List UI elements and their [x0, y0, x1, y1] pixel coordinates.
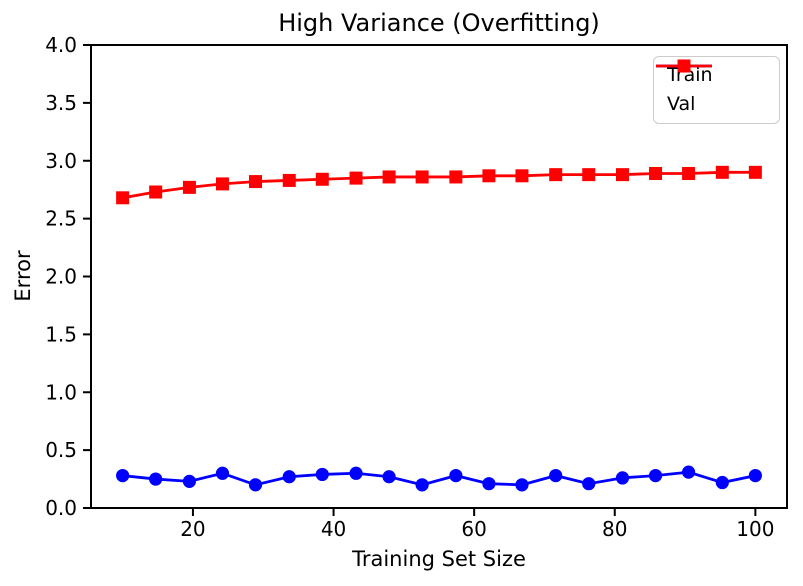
train-marker	[549, 468, 563, 483]
val-marker	[116, 191, 130, 205]
val-marker	[182, 180, 196, 194]
train-marker	[482, 477, 496, 491]
train-marker	[748, 468, 762, 483]
train-marker	[182, 474, 197, 488]
y-tick-label: 3.0	[45, 149, 77, 173]
x-tick-label: 40	[321, 517, 346, 541]
train-marker	[715, 475, 729, 490]
val-marker	[515, 169, 529, 183]
y-tick-label: 3.5	[45, 91, 77, 115]
y-tick-label: 0.0	[45, 496, 77, 520]
x-tick-label: 100	[736, 517, 774, 541]
x-tick-label: 80	[602, 517, 627, 541]
train-marker	[215, 466, 230, 480]
y-tick-label: 1.0	[45, 380, 77, 404]
train-marker	[149, 472, 163, 486]
x-tick-label: 20	[180, 517, 205, 541]
val-marker	[215, 177, 229, 191]
train-marker	[515, 478, 529, 492]
val-marker	[615, 168, 629, 182]
val-marker	[382, 170, 396, 184]
legend-item-val: Val	[656, 59, 773, 119]
val-marker	[349, 171, 363, 185]
y-tick-label: 2.5	[45, 207, 77, 231]
train-marker	[315, 467, 329, 482]
val-marker	[415, 170, 429, 184]
val-marker	[282, 173, 296, 187]
train-marker	[449, 468, 463, 483]
train-marker	[349, 466, 363, 480]
train-marker	[282, 470, 296, 484]
val-marker	[748, 165, 762, 179]
val-marker	[149, 185, 163, 199]
val-marker	[715, 165, 729, 179]
legend-label-val: Val	[667, 93, 696, 115]
y-axis-label: Error	[11, 250, 35, 302]
y-tick-label: 4.0	[45, 33, 77, 57]
train-marker	[415, 478, 429, 492]
val-marker	[549, 168, 563, 182]
y-tick-label: 1.5	[45, 322, 77, 346]
y-tick-label: 0.5	[45, 438, 77, 462]
val-marker	[649, 166, 663, 180]
train-marker	[116, 468, 130, 483]
val-square-marker-icon	[677, 59, 691, 73]
legend: Train Val	[653, 56, 780, 124]
train-marker	[382, 470, 396, 484]
val-marker	[682, 166, 696, 180]
train-marker	[648, 468, 663, 483]
val-marker	[582, 168, 596, 182]
train-marker	[248, 478, 263, 492]
train-marker	[582, 477, 596, 491]
legend-sample-val	[656, 59, 712, 73]
chart-title: High Variance (Overfitting)	[278, 9, 600, 37]
val-marker	[449, 170, 463, 184]
y-tick-label: 2.0	[45, 265, 77, 289]
train-marker	[681, 465, 696, 479]
x-axis-label: Training Set Size	[352, 547, 526, 571]
val-marker	[249, 175, 263, 189]
val-marker	[482, 169, 496, 183]
val-marker	[315, 172, 329, 186]
train-marker	[615, 471, 630, 485]
x-tick-label: 60	[461, 517, 486, 541]
